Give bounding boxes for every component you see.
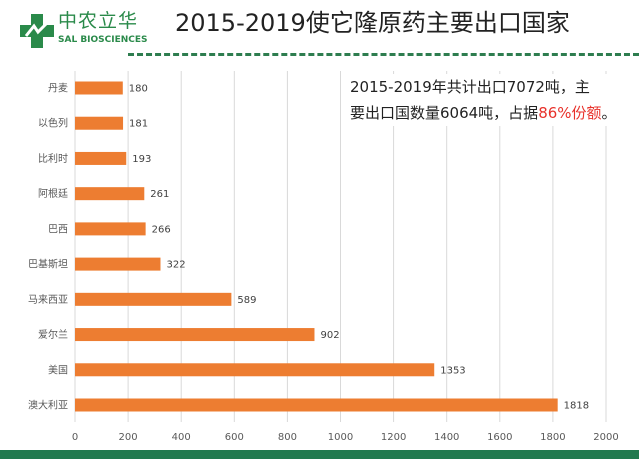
category-label: 丹麦	[48, 83, 68, 95]
data-label: 261	[150, 189, 169, 200]
category-label: 马来西亚	[28, 294, 68, 306]
category-label: 巴西	[48, 223, 68, 235]
note-highlight: 86%份额	[538, 104, 602, 122]
data-label: 193	[132, 154, 151, 165]
x-tick-label: 2000	[593, 432, 618, 443]
category-label: 以色列	[38, 117, 68, 130]
bar	[75, 328, 315, 342]
category-label: 美国	[48, 363, 68, 376]
bar	[75, 222, 146, 236]
x-tick-label: 1400	[434, 432, 459, 443]
x-tick-label: 1800	[540, 432, 565, 443]
summary-note: 2015-2019年共计出口7072吨，主 要出口国数量6064吨，占据86%份额…	[350, 74, 617, 126]
category-label: 比利时	[38, 153, 68, 165]
data-label: 589	[237, 295, 256, 306]
logo-text-en: SAL BIOSCIENCES	[58, 35, 148, 45]
logo-icon	[20, 14, 54, 48]
logo-text-cn: 中农立华	[58, 10, 139, 32]
data-label: 181	[129, 119, 148, 130]
x-tick-label: 600	[225, 432, 244, 443]
note-end: 。	[601, 104, 617, 122]
data-label: 322	[166, 260, 185, 271]
category-label: 阿根廷	[38, 187, 68, 200]
bottom-bar	[0, 450, 639, 459]
data-label: 1353	[440, 365, 465, 376]
bar	[75, 257, 161, 271]
x-tick-label: 0	[72, 432, 78, 443]
bar	[75, 116, 124, 130]
x-tick-label: 200	[119, 432, 138, 443]
bar	[75, 151, 127, 165]
category-label: 爱尔兰	[38, 328, 68, 341]
x-tick-label: 1000	[328, 432, 353, 443]
x-tick-label: 800	[278, 432, 297, 443]
note-line2-wrap: 要出口国数量6064吨，占据86%份额。	[350, 100, 617, 126]
data-label: 180	[129, 84, 148, 95]
bar	[75, 292, 232, 306]
bar	[75, 363, 435, 377]
data-label: 266	[152, 224, 171, 235]
dashed-divider	[128, 53, 639, 56]
note-line1: 2015-2019年共计出口7072吨，主	[350, 78, 590, 96]
page-title: 2015-2019使它隆原药主要出口国家	[175, 9, 570, 37]
data-label: 902	[320, 330, 339, 341]
x-tick-label: 400	[172, 432, 191, 443]
category-label: 巴基斯坦	[28, 258, 68, 271]
category-label: 澳大利亚	[28, 399, 68, 412]
x-tick-label: 1600	[487, 432, 512, 443]
bar	[75, 187, 145, 201]
x-tick-label: 1200	[381, 432, 406, 443]
note-line2: 要出口国数量6064吨，占据	[350, 104, 539, 122]
data-label: 1818	[564, 401, 589, 412]
bar	[75, 81, 123, 95]
bar	[75, 398, 558, 412]
